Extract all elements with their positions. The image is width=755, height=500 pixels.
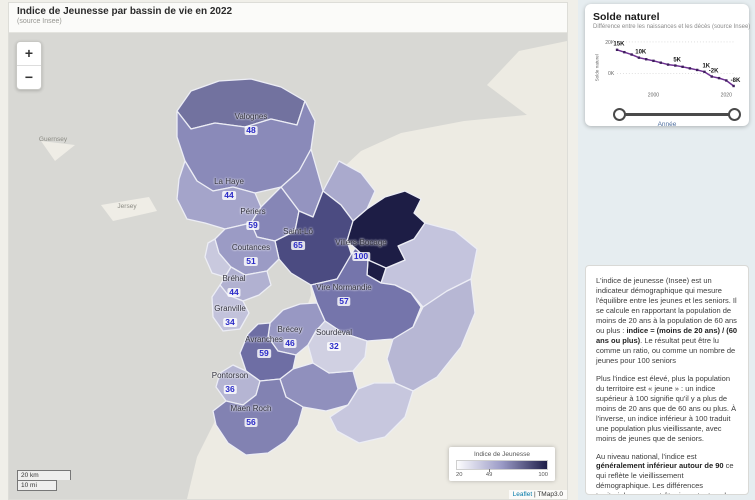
chart-point[interactable] xyxy=(637,56,641,59)
legend-mid-tick xyxy=(489,469,491,472)
map-title: Indice de Jeunesse par bassin de vie en … xyxy=(17,6,233,17)
chart-point[interactable] xyxy=(725,79,728,82)
info-paragraph-1: L'indice de jeunesse (Insee) est un indi… xyxy=(596,276,738,365)
land-northeast xyxy=(487,41,567,145)
scale-km: 20 km xyxy=(17,470,71,480)
chart-point-label: 5K xyxy=(673,57,681,63)
scale-control: 20 km 10 mi xyxy=(17,470,71,491)
slider-handle-end[interactable] xyxy=(728,108,741,121)
map-card: Indice de Jeunesse par bassin de vie en … xyxy=(8,2,568,500)
chart-point[interactable] xyxy=(710,75,713,78)
chart-title: Solde naturel xyxy=(593,11,660,23)
legend-tick-min: 20 xyxy=(456,472,463,478)
chart-point[interactable] xyxy=(681,65,684,68)
chart-ytick: 20K xyxy=(605,40,615,46)
slider-handle-start[interactable] xyxy=(613,108,626,121)
chart-point[interactable] xyxy=(630,53,633,56)
zoom-out-button[interactable]: − xyxy=(24,69,34,85)
chart-point[interactable] xyxy=(623,50,626,54)
chart-xtick: 2000 xyxy=(648,93,659,99)
map-titlebar: Indice de Jeunesse par bassin de vie en … xyxy=(9,3,567,33)
region-group xyxy=(176,78,478,456)
leaflet-link[interactable]: Leaflet xyxy=(512,491,533,498)
chart-point-label: 1K xyxy=(702,64,710,70)
map-canvas[interactable]: Guernsey Jersey Valognes 48 La Haye 44 Pér… xyxy=(9,33,567,499)
solde-naturel-chart: 20K 0K 2000 2020 Solde naturel 15K 10K 5K 1K-2K -… xyxy=(595,40,742,99)
chart-point[interactable] xyxy=(659,61,662,64)
chart-point[interactable] xyxy=(652,59,655,63)
chart-xaxis-label: Année xyxy=(657,121,677,128)
info-paragraph-3: Au niveau national, l'indice est général… xyxy=(596,451,734,495)
choropleth-map xyxy=(9,33,567,499)
island-guernsey xyxy=(41,141,75,161)
legend-gradient-bar xyxy=(456,460,548,472)
legend-title: Indice de Jeunesse xyxy=(473,451,530,458)
chart-point[interactable] xyxy=(688,67,692,70)
slider-track[interactable] xyxy=(617,113,737,116)
scale-mi: 10 mi xyxy=(17,480,57,491)
attribution-suffix: | TMap3.0 xyxy=(532,491,563,498)
chart-ytick: 0K xyxy=(608,71,615,77)
legend-tick-mid: 49 xyxy=(485,472,493,478)
chart-point[interactable] xyxy=(732,84,735,88)
zoom-in-button[interactable]: + xyxy=(17,42,41,66)
chart-point[interactable] xyxy=(644,58,648,61)
chart-ylabel: Solde naturel xyxy=(595,54,600,81)
solde-naturel-card: Solde naturel Différence entre les naiss… xyxy=(585,4,751,128)
chart-point-label: -2K xyxy=(709,68,719,74)
sidebar: Solde naturel Différence entre les naiss… xyxy=(578,0,755,500)
chart-point[interactable] xyxy=(695,68,699,72)
chart-point-label: 10K xyxy=(635,50,647,56)
region-shape-southeast[interactable] xyxy=(386,278,476,392)
chart-point[interactable] xyxy=(674,64,677,67)
info-card: L'indice de jeunesse (Insee) est un indi… xyxy=(585,265,749,495)
chart-point-label: 15K xyxy=(613,42,625,48)
legend-tick-max: 100 xyxy=(538,472,548,478)
chart-point[interactable] xyxy=(666,63,670,66)
chart-xtick: 2020 xyxy=(721,93,732,99)
zoom-control: + − xyxy=(16,41,42,90)
map-attribution: Leaflet | TMap3.0 xyxy=(508,490,567,499)
chart-point-label: -8K xyxy=(731,78,741,84)
island-jersey xyxy=(101,197,157,221)
chart-point[interactable] xyxy=(717,76,721,80)
legend-ticks: 20 49 100 xyxy=(456,472,548,478)
map-legend: Indice de Jeunesse 20 49 100 xyxy=(449,447,555,481)
chart-point[interactable] xyxy=(615,48,619,52)
chart-subtitle: Différence entre les naissances et les d… xyxy=(593,24,751,30)
region-shape-bottom-right[interactable] xyxy=(329,382,414,444)
map-subtitle: (source Insee) xyxy=(17,18,62,25)
chart-point[interactable] xyxy=(703,70,706,74)
year-range-slider xyxy=(593,108,741,121)
info-paragraph-2: Plus l'indice est élevé, plus la populat… xyxy=(596,373,737,443)
region-shape-maen-roch[interactable] xyxy=(212,378,304,456)
